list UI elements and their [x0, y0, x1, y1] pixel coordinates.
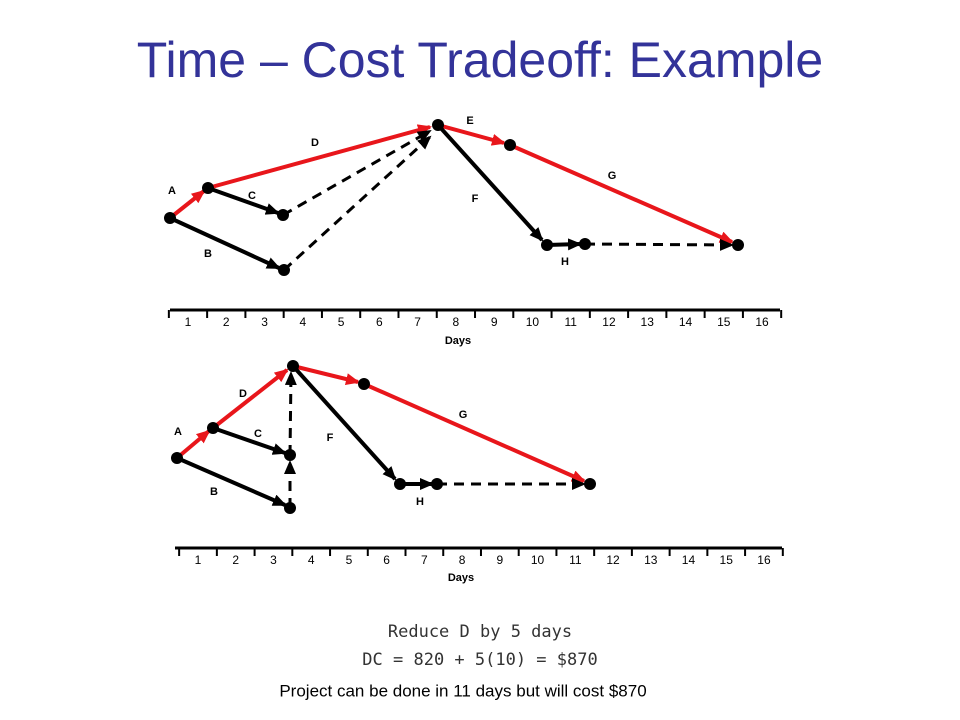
day-label: 10: [531, 553, 545, 567]
edge: [212, 426, 287, 455]
node: [202, 182, 214, 194]
edge: [509, 143, 734, 244]
edge: [169, 216, 281, 270]
activity-label: D: [239, 388, 247, 400]
node: [584, 478, 596, 490]
day-label: 15: [717, 315, 731, 329]
node: [164, 212, 176, 224]
network-diagram: A B C D E F G H Days: [164, 115, 744, 347]
day-label: 4: [308, 553, 315, 567]
node: [394, 478, 406, 490]
node: [541, 239, 553, 251]
node: [277, 209, 289, 221]
edge: [437, 123, 506, 146]
node: [432, 119, 444, 131]
day-label: 7: [421, 553, 428, 567]
day-label: 14: [679, 315, 693, 329]
activity-label: D: [311, 137, 319, 149]
activity-label: H: [416, 496, 424, 508]
edge: [207, 186, 280, 215]
day-label: 16: [757, 553, 771, 567]
node: [207, 422, 219, 434]
footer: Project can be done in 11 days but will …: [279, 681, 646, 700]
day-label: 11: [569, 553, 582, 567]
note: Reduce D by 5 days: [388, 622, 572, 642]
activity-label: E: [466, 115, 473, 127]
dummy-edge: [284, 371, 297, 456]
edge: [291, 364, 397, 481]
node: [278, 264, 290, 276]
activity-label: B: [210, 486, 218, 498]
node: [287, 360, 299, 372]
activity-label: B: [204, 248, 212, 260]
edge: [211, 368, 289, 430]
day-label: 12: [606, 553, 620, 567]
day-label: 4: [299, 315, 306, 329]
activity-label: G: [608, 170, 617, 182]
day-label: 3: [261, 315, 268, 329]
day-label: 13: [641, 315, 655, 329]
day-label: 8: [453, 315, 460, 329]
activity-label: E: [321, 356, 328, 368]
node: [579, 238, 591, 250]
edge: [168, 189, 206, 220]
day-label: 12: [602, 315, 616, 329]
edge: [292, 364, 360, 385]
day-label: 8: [459, 553, 466, 567]
day-label: 13: [644, 553, 658, 567]
node: [284, 502, 296, 514]
activity-label: C: [254, 428, 262, 440]
day-label: 6: [383, 553, 390, 567]
node: [284, 449, 296, 461]
activity-label: C: [248, 190, 256, 202]
activity-label: H: [561, 256, 569, 268]
axis-label: Days: [445, 335, 471, 347]
note: DC = 820 + 5(10) = $870: [362, 650, 597, 670]
edge: [207, 124, 432, 190]
activity-label: F: [327, 432, 334, 444]
node: [431, 478, 443, 490]
day-label: 14: [682, 553, 696, 567]
edge: [176, 456, 287, 507]
edge: [363, 382, 586, 483]
day-label: 1: [185, 315, 192, 329]
node: [171, 452, 183, 464]
day-label: 5: [346, 553, 353, 567]
day-label: 9: [496, 553, 503, 567]
axis-label: Days: [448, 572, 474, 584]
day-label: 9: [491, 315, 498, 329]
edge: [436, 123, 544, 242]
day-label: 2: [232, 553, 239, 567]
node: [732, 239, 744, 251]
activity-label: G: [459, 409, 468, 421]
day-label: 2: [223, 315, 230, 329]
activity-label: A: [174, 426, 182, 438]
day-label: 1: [195, 553, 202, 567]
network-diagram: A B C D E F G H Days: [171, 356, 596, 584]
day-label: 5: [338, 315, 345, 329]
day-label: 15: [720, 553, 734, 567]
activity-label: F: [472, 193, 479, 205]
dummy-edge: [282, 129, 432, 217]
activity-label: A: [168, 185, 176, 197]
day-label: 10: [526, 315, 540, 329]
edge: [175, 429, 211, 460]
day-label: 16: [755, 315, 769, 329]
dummy-edge: [584, 238, 734, 251]
day-label: 3: [270, 553, 277, 567]
node: [358, 378, 370, 390]
slide-title: Time – Cost Tradeoff: Example: [137, 32, 823, 88]
day-label: 7: [414, 315, 421, 329]
day-label: 11: [564, 315, 577, 329]
day-label: 6: [376, 315, 383, 329]
node: [504, 139, 516, 151]
